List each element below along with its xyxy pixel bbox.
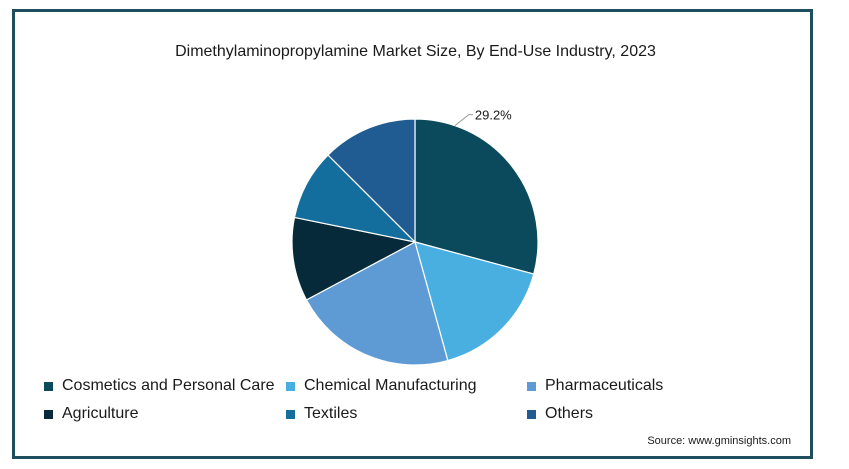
pie-slice-agriculture: [291, 216, 417, 301]
legend-item-cosmetics: Cosmetics and Personal Care: [44, 377, 286, 395]
chart-frame: Dimethylaminopropylamine Market Size, By…: [12, 9, 813, 459]
legend-label: Others: [545, 405, 594, 422]
legend-swatch: [527, 409, 536, 419]
legend-swatch: [44, 409, 53, 419]
data-label: 29.2%: [475, 108, 512, 123]
legend-item-pharmaceuticals: Pharmaceuticals: [527, 377, 767, 395]
pie-slice-others: [327, 118, 416, 244]
legend-label: Agriculture: [62, 405, 139, 422]
data-label-leader-line: [454, 114, 473, 127]
pie-slice-pharmaceuticals: [305, 241, 449, 366]
legend-item-others: Others: [527, 405, 767, 423]
chart-title: Dimethylaminopropylamine Market Size, By…: [175, 43, 656, 60]
legend-item-textiles: Textiles: [286, 405, 527, 423]
legend-label: Textiles: [304, 405, 358, 422]
legend-item-chemical-manufacturing: Chemical Manufacturing: [286, 377, 527, 395]
pie-slice-cosmetics-and-personal-care: [414, 118, 539, 275]
chart-legend: Cosmetics and Personal Care Chemical Man…: [44, 377, 767, 423]
legend-item-agriculture: Agriculture: [44, 405, 286, 423]
legend-swatch: [286, 409, 295, 419]
source-note: Source: www.gminsights.com: [647, 435, 791, 447]
legend-swatch: [527, 381, 536, 391]
pie-slice-chemical-manufacturing: [414, 241, 535, 362]
pie-chart: 29.2%: [291, 108, 539, 366]
legend-label: Chemical Manufacturing: [304, 377, 477, 394]
legend-label: Cosmetics and Personal Care: [62, 377, 275, 394]
legend-swatch: [286, 381, 295, 391]
legend-label: Pharmaceuticals: [545, 377, 664, 394]
legend-swatch: [44, 381, 53, 391]
